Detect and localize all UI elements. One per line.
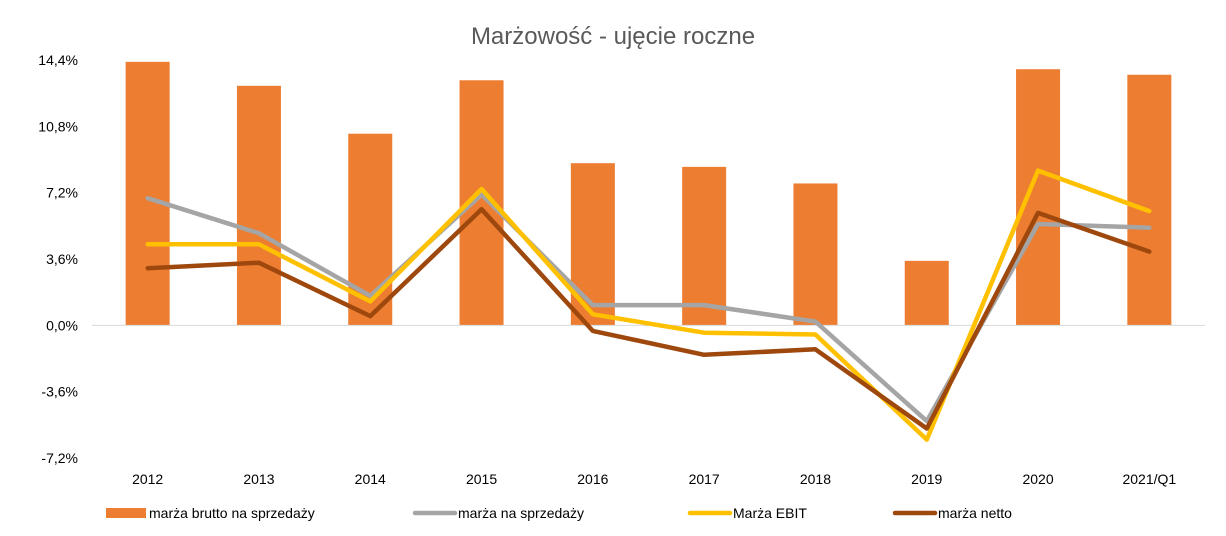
bar xyxy=(682,166,727,326)
x-tick-label: 2015 xyxy=(466,471,497,487)
y-tick-label: -3,6% xyxy=(41,384,78,400)
x-tick-label: 2017 xyxy=(689,471,720,487)
bar xyxy=(793,183,838,326)
bar xyxy=(1127,74,1172,326)
bar xyxy=(904,260,949,326)
x-tick-label: 2020 xyxy=(1022,471,1053,487)
y-tick-label: 0,0% xyxy=(46,317,78,333)
y-axis-ticks: 14,4% 10,8% 7,2% 3,6% 0,0% -3,6% -7,2% xyxy=(38,52,78,466)
y-tick-label: -7,2% xyxy=(41,450,78,466)
x-tick-label: 2014 xyxy=(355,471,386,487)
legend-label: marża na sprzedaży xyxy=(458,505,584,521)
x-tick-label: 2013 xyxy=(243,471,274,487)
y-tick-label: 10,8% xyxy=(38,118,78,134)
x-tick-label: 2012 xyxy=(132,471,163,487)
legend-label: marża netto xyxy=(938,505,1012,521)
series-line xyxy=(145,192,1152,424)
bars-layer xyxy=(125,61,1172,326)
y-tick-label: 3,6% xyxy=(46,251,78,267)
chart-title: Marżowość - ujęcie roczne xyxy=(471,23,755,50)
lines-layer xyxy=(145,168,1152,442)
bar xyxy=(1016,69,1061,326)
legend-label: Marża EBIT xyxy=(733,505,807,521)
x-axis-ticks: 2012 2013 2014 2015 2016 2017 2018 2019 2020 2021… xyxy=(132,471,1176,487)
legend: marża brutto na sprzedaży marża na sprzed… xyxy=(106,505,1012,521)
x-tick-label: 2019 xyxy=(911,471,942,487)
x-tick-label: 2016 xyxy=(577,471,608,487)
bar xyxy=(125,61,170,326)
x-tick-label: 2018 xyxy=(800,471,831,487)
legend-label: marża brutto na sprzedaży xyxy=(149,505,315,521)
bar xyxy=(236,85,281,326)
x-tick-label: 2021/Q1 xyxy=(1122,471,1176,487)
series-line xyxy=(145,168,1152,442)
series-line xyxy=(145,207,1152,431)
legend-swatch xyxy=(106,508,146,518)
bar xyxy=(570,163,615,326)
y-tick-label: 14,4% xyxy=(38,52,78,68)
y-tick-label: 7,2% xyxy=(46,185,78,201)
